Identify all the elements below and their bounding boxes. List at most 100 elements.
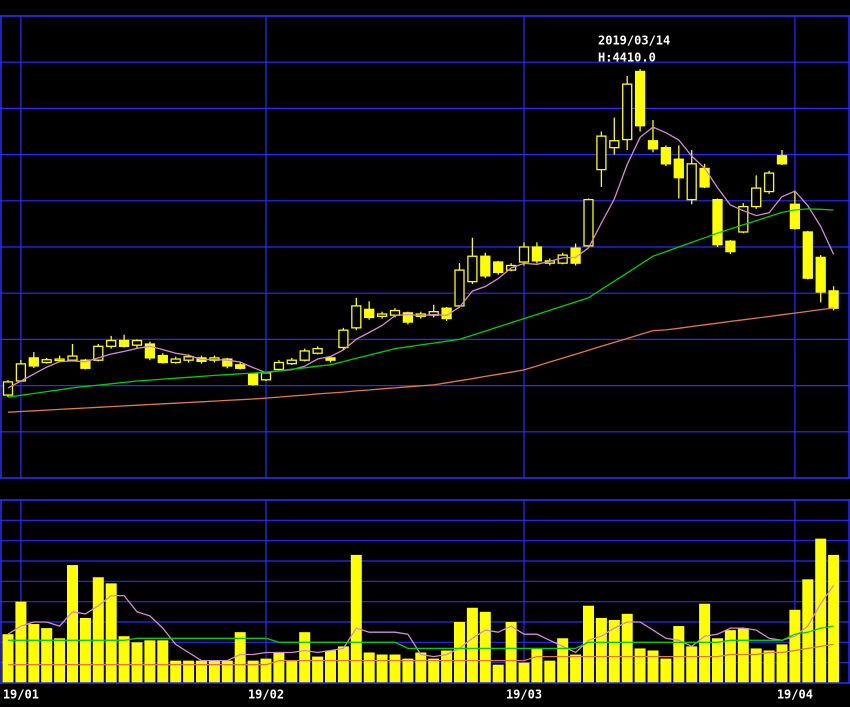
volume-bar	[570, 654, 582, 683]
candle-body	[518, 246, 530, 263]
volume-bar	[776, 644, 788, 683]
volume-bar	[466, 607, 478, 683]
volume-bar	[531, 648, 543, 683]
volume-bar	[686, 646, 698, 683]
volume-bar	[479, 611, 491, 683]
volume-bar	[673, 626, 685, 683]
candle-body	[815, 256, 826, 293]
moving-average-line	[8, 625, 834, 650]
volume-bar	[634, 648, 646, 683]
volume-bar	[350, 554, 362, 683]
volume-bar	[815, 538, 827, 683]
candle-body	[389, 309, 401, 316]
volume-bar	[337, 646, 349, 683]
annotation-high: H:4410.0	[598, 51, 656, 65]
volume-bar	[247, 660, 259, 683]
volume-bar	[583, 605, 594, 683]
volume-bar	[699, 603, 711, 683]
candle-body	[634, 70, 646, 127]
candle-body	[596, 135, 607, 171]
candle-body	[763, 172, 775, 193]
candle-body	[15, 363, 27, 382]
volume-bar	[376, 654, 388, 683]
volume-bar	[518, 662, 530, 683]
volume-bar	[260, 658, 272, 683]
volume-bar	[402, 658, 414, 683]
volume-bar	[389, 654, 401, 683]
volume-bar	[363, 652, 375, 683]
candle-body	[312, 347, 323, 354]
x-tick-label: 19/04	[777, 688, 813, 702]
volume-bar	[28, 624, 40, 683]
x-tick-label: 19/02	[248, 688, 284, 702]
candle-body	[338, 329, 349, 349]
candle-body	[144, 343, 156, 359]
volume-bar	[157, 640, 169, 683]
candle-body	[699, 167, 710, 188]
volume-bar	[67, 565, 78, 683]
candle-body	[454, 269, 465, 307]
candle-body	[583, 198, 594, 247]
candle-body	[376, 313, 388, 317]
candle-body	[273, 361, 285, 371]
candle-body	[441, 307, 452, 320]
volume-bar	[750, 648, 762, 683]
volume-bar	[105, 583, 117, 683]
candle-body	[183, 356, 194, 361]
volume-bar	[15, 601, 27, 683]
candle-body	[531, 246, 543, 262]
volume-bar	[737, 628, 749, 683]
candle-body	[673, 158, 684, 179]
volume-bar	[54, 638, 66, 683]
volume-bar	[763, 650, 775, 683]
candle-body	[725, 240, 736, 253]
volume-bar	[221, 660, 233, 683]
volume-bar	[312, 656, 324, 683]
candle-body	[131, 339, 143, 346]
candle-body	[493, 261, 504, 274]
volume-bar	[183, 660, 195, 683]
volume-bar	[557, 638, 569, 683]
candle-body	[647, 140, 659, 150]
volume-bar	[273, 652, 285, 683]
volume-bar	[79, 617, 91, 683]
candle-body	[80, 359, 91, 369]
volume-bar	[208, 660, 220, 683]
volume-bar	[595, 617, 607, 683]
volume-bar	[789, 609, 801, 683]
volume-bar	[2, 634, 14, 683]
candle-body	[622, 83, 633, 141]
candle-body	[2, 381, 14, 396]
volume-bar	[170, 660, 182, 683]
moving-average-line	[7, 307, 834, 413]
candle-body	[54, 358, 65, 362]
volume-bar	[234, 632, 246, 683]
moving-average-line	[7, 126, 835, 389]
candle-body	[286, 359, 297, 365]
volume-bar	[621, 613, 633, 683]
candle-body	[299, 350, 310, 361]
x-tick-label: 19/01	[3, 688, 39, 702]
candle-body	[260, 372, 272, 381]
volume-bar	[196, 660, 207, 683]
volume-bar	[505, 622, 517, 683]
volume-bar	[660, 658, 672, 683]
moving-average-line	[7, 208, 834, 398]
candle-body	[789, 203, 801, 230]
volume-bar	[608, 619, 620, 683]
volume-bar	[92, 577, 104, 683]
candle-body	[738, 205, 749, 233]
candle-body	[467, 255, 478, 283]
candle-body	[751, 187, 762, 208]
volume-bar	[415, 652, 427, 683]
volume-bar	[286, 660, 298, 683]
volume-bar	[118, 636, 130, 683]
volume-bar	[544, 660, 556, 683]
volume-bar	[454, 622, 465, 683]
volume-bar	[712, 638, 723, 683]
volume-bar	[428, 658, 440, 683]
candle-body	[660, 147, 672, 165]
